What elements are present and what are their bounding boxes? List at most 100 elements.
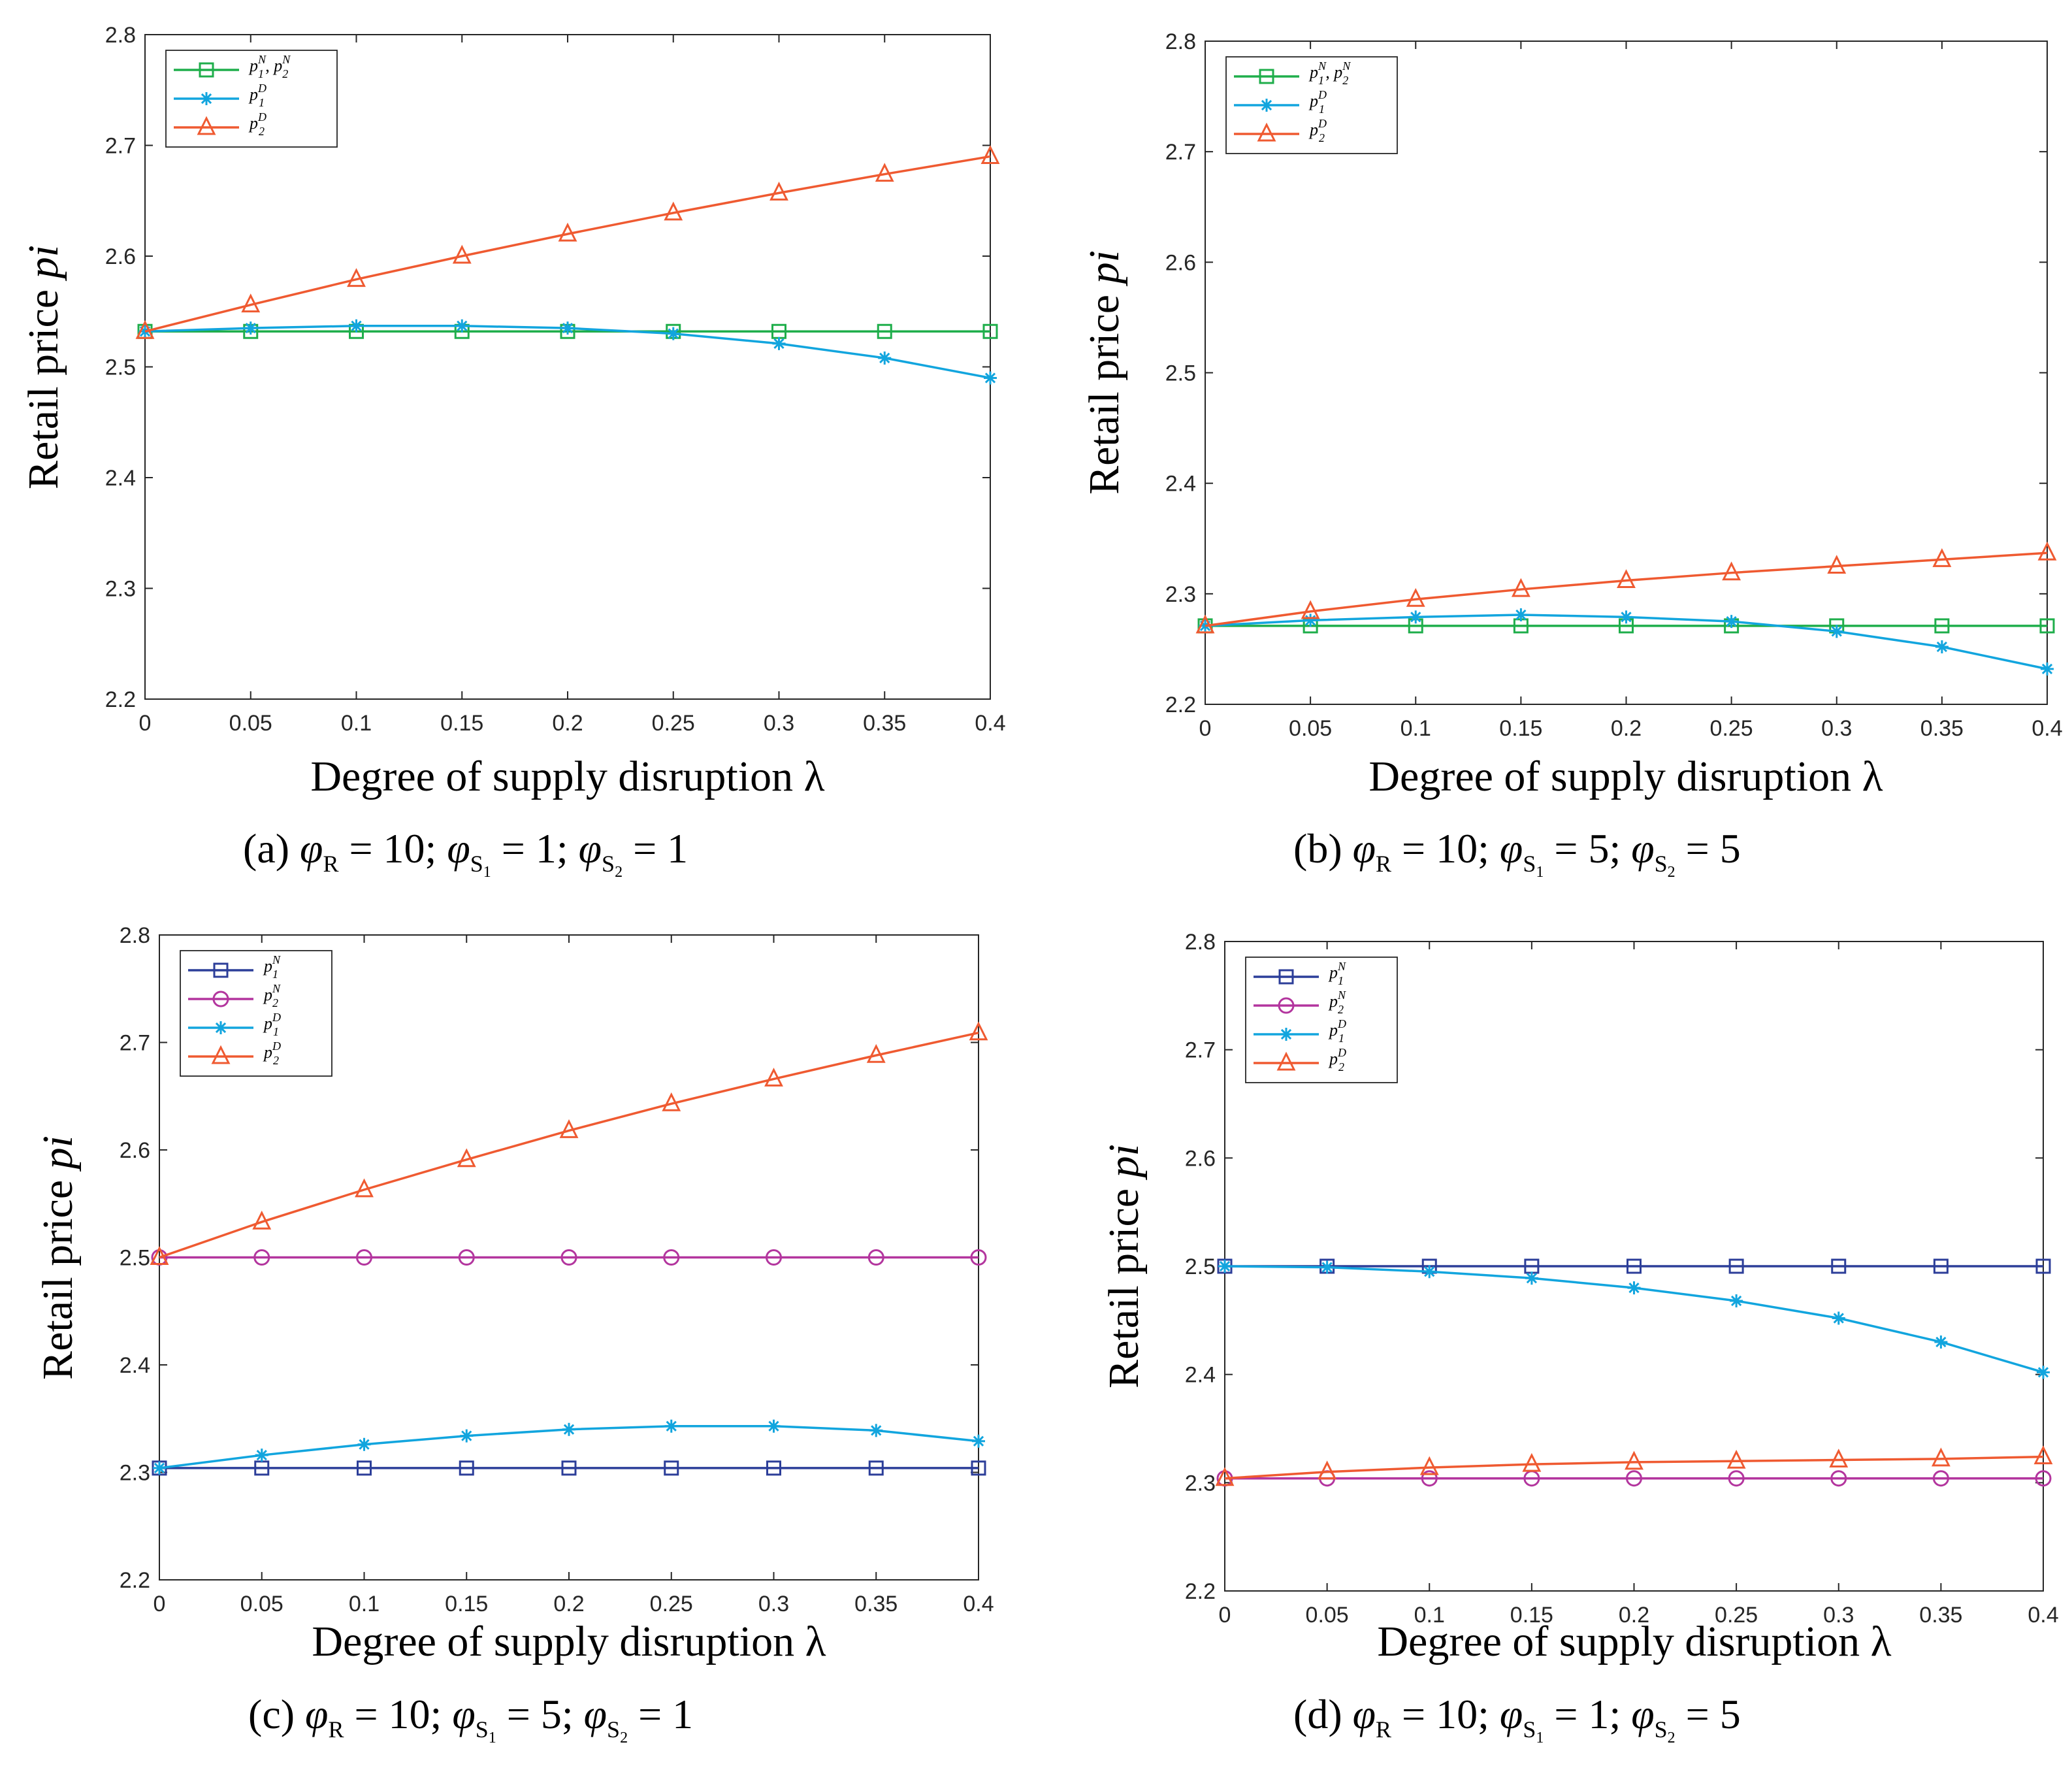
legend-label: pN 1 bbox=[263, 953, 281, 981]
x-tick-label: 0 bbox=[139, 711, 152, 736]
y-tick-label: 2.3 bbox=[120, 1461, 150, 1486]
legend-label: pD 2 bbox=[1308, 117, 1327, 144]
legend-label: pD 2 bbox=[263, 1040, 281, 1067]
data-point bbox=[1199, 619, 1212, 632]
x-tick-label: 0.15 bbox=[1510, 1603, 1553, 1628]
data-point bbox=[1304, 614, 1318, 627]
data-point bbox=[357, 1460, 372, 1476]
legend-marker bbox=[1259, 69, 1274, 84]
data-point bbox=[559, 1119, 579, 1138]
y-tick-label: 2.3 bbox=[105, 577, 136, 602]
data-point bbox=[664, 1460, 679, 1476]
panel-letter: (c) bbox=[248, 1691, 295, 1737]
x-tick-label: 0.4 bbox=[2028, 1603, 2058, 1628]
data-point bbox=[1829, 1449, 1849, 1468]
data-point bbox=[2039, 618, 2055, 634]
x-tick-label: 0.3 bbox=[758, 1592, 789, 1616]
x-tick-label: 0.4 bbox=[963, 1592, 994, 1616]
x-tick-label: 0.15 bbox=[440, 711, 483, 736]
series-line bbox=[1205, 551, 2048, 627]
data-point bbox=[1619, 610, 1633, 624]
y-tick-label: 2.2 bbox=[1165, 693, 1196, 717]
series-2 bbox=[135, 145, 1000, 339]
legend-marker bbox=[197, 116, 216, 135]
x-tick-label: 0.1 bbox=[341, 711, 372, 736]
y-tick-label: 2.5 bbox=[1185, 1254, 1216, 1279]
y-tick-label: 2.3 bbox=[1185, 1471, 1216, 1496]
x-tick-label: 0.1 bbox=[1400, 716, 1431, 741]
data-point bbox=[153, 1461, 166, 1475]
series-1 bbox=[1199, 608, 2054, 676]
legend-box bbox=[1245, 957, 1398, 1083]
data-point bbox=[1421, 1470, 1438, 1487]
data-point bbox=[1931, 1447, 1951, 1467]
x-axis-label: Degree of supply disruption λ bbox=[312, 1618, 826, 1665]
x-tick-label: 0.35 bbox=[854, 1592, 898, 1616]
y-tick-label: 2.6 bbox=[120, 1138, 150, 1163]
data-point bbox=[1728, 1258, 1744, 1274]
data-point bbox=[1511, 578, 1530, 597]
data-point bbox=[1726, 1449, 1746, 1469]
panel-letter: (d) bbox=[1293, 1691, 1342, 1737]
data-point bbox=[666, 327, 680, 340]
data-point bbox=[2041, 662, 2054, 676]
y-tick-label: 2.2 bbox=[105, 687, 136, 712]
y-tick-label: 2.6 bbox=[105, 244, 136, 269]
data-point bbox=[2037, 1366, 2050, 1379]
data-point bbox=[869, 1424, 883, 1437]
chart-panel-a: 0 0.05 0.1 0.15 0.2 0.25 0.3 0.35 0.4 2.2 2.3 2.4 2.… bbox=[20, 23, 1006, 881]
data-point bbox=[241, 293, 261, 313]
panel-caption: (c) φR = 10; φS1 = 5; φS2 = 1 bbox=[248, 1691, 693, 1746]
y-tick-label: 2.7 bbox=[1185, 1038, 1216, 1063]
panel-letter: (b) bbox=[1293, 825, 1342, 872]
data-point bbox=[970, 1249, 987, 1266]
legend-label: pD 2 bbox=[1328, 1046, 1346, 1073]
data-point bbox=[1830, 1470, 1847, 1487]
legend-marker bbox=[1280, 1028, 1293, 1041]
series-2 bbox=[153, 1419, 985, 1475]
data-point bbox=[457, 1148, 476, 1168]
data-point bbox=[2035, 1470, 2052, 1487]
data-point bbox=[663, 1249, 680, 1266]
data-point bbox=[452, 244, 472, 264]
series-2 bbox=[1218, 1260, 2050, 1379]
x-tick-label: 0.05 bbox=[240, 1592, 283, 1616]
data-point bbox=[1409, 610, 1423, 624]
chart-panel-b: 0 0.05 0.1 0.15 0.2 0.25 0.3 0.35 0.4 2.2 2.3 2.4 2.… bbox=[1080, 29, 2063, 881]
data-point bbox=[766, 1249, 782, 1266]
y-tick-label: 2.8 bbox=[105, 23, 136, 48]
y-tick-label: 2.5 bbox=[120, 1246, 150, 1271]
legend-marker bbox=[211, 1045, 231, 1064]
x-tick-label: 0 bbox=[154, 1592, 166, 1616]
x-axis-label: Degree of supply disruption λ bbox=[310, 753, 824, 800]
x-tick-label: 0 bbox=[1199, 716, 1212, 741]
y-tick-label: 2.8 bbox=[120, 923, 150, 948]
data-point bbox=[1728, 1470, 1745, 1487]
legend-label: pN 2 bbox=[1328, 989, 1346, 1016]
chart-panel-c: 0 0.05 0.1 0.15 0.2 0.25 0.3 0.35 0.4 2.2 2.3 2.4 2.… bbox=[34, 923, 994, 1746]
x-tick-label: 0.15 bbox=[445, 1592, 488, 1616]
data-point bbox=[664, 201, 683, 221]
data-point bbox=[244, 321, 257, 335]
x-tick-label: 0.2 bbox=[1619, 1603, 1649, 1628]
x-tick-label: 0 bbox=[1219, 1603, 1231, 1628]
data-point bbox=[356, 1249, 372, 1266]
data-point bbox=[662, 1092, 681, 1111]
y-axis-label: Retail price pi bbox=[34, 1136, 82, 1380]
legend-marker bbox=[1278, 997, 1295, 1014]
y-tick-label: 2.6 bbox=[1185, 1146, 1216, 1171]
legend: pN 1 , pN 2 pD 1 pD 2 bbox=[165, 50, 338, 148]
data-point bbox=[253, 1249, 270, 1266]
data-point bbox=[558, 222, 577, 242]
legend-marker bbox=[1260, 99, 1273, 112]
data-point bbox=[458, 1249, 475, 1266]
series-3 bbox=[150, 1021, 988, 1265]
data-point bbox=[1932, 1470, 1949, 1487]
legend-marker bbox=[199, 62, 214, 78]
data-point bbox=[1318, 1460, 1337, 1480]
data-point bbox=[349, 319, 363, 333]
panel-caption: (d) φR = 10; φS1 = 1; φS2 = 5 bbox=[1293, 1691, 1741, 1746]
panel-caption: (a) φR = 10; φS1 = 1; φS2 = 1 bbox=[243, 825, 688, 881]
data-point bbox=[1934, 618, 1950, 634]
data-point bbox=[2033, 1445, 2053, 1465]
